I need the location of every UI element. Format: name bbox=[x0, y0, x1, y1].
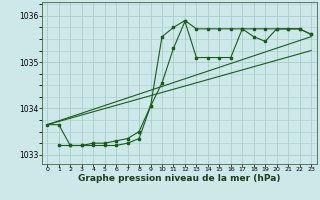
X-axis label: Graphe pression niveau de la mer (hPa): Graphe pression niveau de la mer (hPa) bbox=[78, 174, 280, 183]
